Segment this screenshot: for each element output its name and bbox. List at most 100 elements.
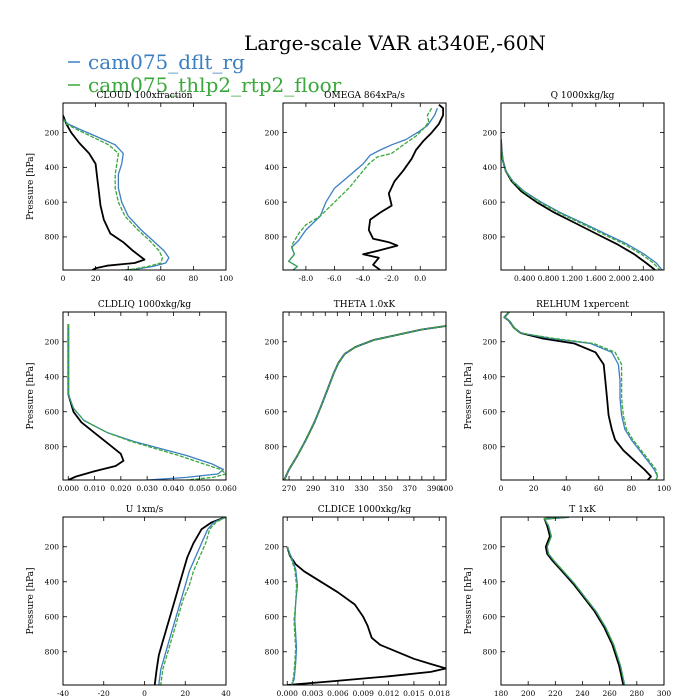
- panel-2-ytick-label: 800: [265, 233, 280, 242]
- panel-7: 200 400 600 800 -40 -20 0 20 40 U 1xm/s Pressure […: [26, 505, 231, 698]
- panel-8-xtick-label: 0.000: [276, 689, 298, 698]
- panel-7-ytick-label: 200: [45, 542, 60, 551]
- panel-1-xtick-label: 100: [219, 274, 234, 283]
- panel-3-xtick-label: 2.000: [609, 274, 631, 283]
- panel-5-frame: [282, 311, 447, 481]
- panel-6-ytick-label: 400: [483, 372, 498, 381]
- panel-4-series-2-line: [67, 324, 225, 480]
- panel-6-title: RELHUM 1xpercent: [536, 300, 629, 310]
- panel-8-xtick-label: 0.015: [403, 689, 425, 698]
- panel-4-xtick-label: 0.050: [189, 484, 211, 493]
- panel-6-series-3-line: [503, 312, 659, 480]
- panel-6-xtick-label: 40: [561, 484, 571, 493]
- panel-4-series-1-line: [67, 324, 125, 480]
- panel-5-xtick-label: 390: [427, 484, 442, 493]
- panel-3-frame: [500, 102, 665, 271]
- panel-2: 200 400 600 800 -8.0 -6.0 -4.0 -2.0 0.0 OMEGA 864…: [265, 91, 447, 283]
- panel-5-xtick-label: 330: [354, 484, 369, 493]
- panel-4: 200 400 600 800 0.000 0.010 0.020 0.030 0.040 0.0…: [26, 300, 237, 493]
- panel-1-title: CLOUD 100xfraction: [97, 91, 193, 101]
- panel-4-xtick-label: 0.000: [58, 484, 80, 493]
- panel-6-xtick-label: 20: [529, 484, 539, 493]
- legend-label-2: cam075_thlp2_rtp2_floor: [88, 73, 342, 97]
- panel-1-xtick-label: 20: [91, 274, 101, 283]
- panel-3-xtick-label: 1.200: [561, 274, 583, 283]
- panel-5-series-3-line: [283, 325, 446, 480]
- panel-7-title: U 1xm/s: [126, 505, 164, 515]
- panel-4-ytick-label: 400: [45, 372, 60, 381]
- panel-9-frame: [500, 516, 665, 686]
- panel-2-frame: [282, 102, 447, 271]
- panel-9-xtick-label: 260: [603, 689, 618, 698]
- panel-5-series-2-line: [283, 325, 446, 480]
- panel-6-xtick-label: 60: [594, 484, 604, 493]
- panel-2-ytick-label: 600: [265, 198, 280, 207]
- panel-8-title: CLDICE 1000xkg/kg: [318, 505, 412, 515]
- panel-1-xtick-label: 80: [189, 274, 199, 283]
- panel-3-ytick-label: 800: [483, 233, 498, 242]
- panel-6-xtick-label: 80: [627, 484, 637, 493]
- panel-7-ylabel: Pressure [hPa]: [26, 567, 36, 634]
- panel-7-xtick-label: 20: [180, 689, 190, 698]
- panel-4-lines: [67, 324, 226, 480]
- panel-2-lines: [288, 104, 445, 270]
- panel-1-ytick-label: 600: [45, 198, 60, 207]
- panel-2-xtick-label: -6.0: [327, 274, 342, 283]
- panel-3-series-1-line: [501, 139, 656, 270]
- panel-2-xtick-label: -8.0: [299, 274, 314, 283]
- panel-8-lines: [286, 546, 446, 685]
- panel-7-ytick-label: 400: [45, 577, 60, 586]
- panel-1-series-2-line: [63, 118, 170, 270]
- panel-5-ytick-label: 800: [265, 442, 280, 451]
- panel-5-xtick-label: 270: [282, 484, 297, 493]
- panel-8-ytick-label: 200: [265, 542, 280, 551]
- panel-6-lines: [503, 312, 659, 480]
- panel-6-ytick-label: 200: [483, 337, 498, 346]
- panel-6-xtick-label: 100: [657, 484, 672, 493]
- panel-7-xtick-label: 40: [221, 689, 231, 698]
- panel-4-frame: [62, 311, 227, 481]
- panel-8-series-2-line: [286, 546, 299, 685]
- panel-2-series-1-line: [362, 104, 445, 270]
- panel-2-series-2-line: [288, 107, 439, 270]
- panel-9-series-1-line: [543, 517, 625, 685]
- legend-label-1: cam075_dflt_rg: [88, 50, 245, 74]
- panel-9-series-2-line: [543, 517, 626, 685]
- panel-7-xtick-label: -20: [98, 689, 110, 698]
- panel-6-ytick-label: 600: [483, 407, 498, 416]
- panel-5-ytick-label: 200: [265, 337, 280, 346]
- panel-5-xtick-label: 370: [403, 484, 418, 493]
- panel-1-series-3-line: [63, 118, 164, 270]
- panel-1-ytick-label: 800: [45, 233, 60, 242]
- panel-2-ytick-label: 200: [265, 128, 280, 137]
- panel-9-ytick-label: 800: [483, 647, 498, 656]
- panel-1-lines: [63, 114, 170, 270]
- panel-3-xtick-label: 2.400: [633, 274, 655, 283]
- panel-3-ytick-label: 200: [483, 128, 498, 137]
- panel-7-xtick-label: 0: [142, 689, 147, 698]
- panel-7-ytick-label: 600: [45, 612, 60, 621]
- panel-8-frame: [282, 516, 447, 686]
- panel-9-title: T 1xK: [569, 505, 596, 515]
- panel-6: 200 400 600 800 0 20 40 60 80 100 RELHUM 1xpercent…: [464, 300, 671, 493]
- panel-9-ylabel: Pressure [hPa]: [464, 567, 474, 634]
- panel-6-ytick-label: 800: [483, 442, 498, 451]
- panel-9-xtick-label: 240: [575, 689, 590, 698]
- panel-4-ylabel: Pressure [hPa]: [26, 362, 36, 429]
- panel-1-ytick-label: 400: [45, 163, 60, 172]
- panel-8-xtick-label: 0.018: [429, 689, 451, 698]
- panel-7-ytick-label: 800: [45, 647, 60, 656]
- figure-title: Large-scale VAR at340E,-60N: [244, 31, 546, 55]
- panel-5-lines: [283, 325, 446, 480]
- panel-6-xtick-label: 0: [499, 484, 504, 493]
- panel-8-ytick-label: 800: [265, 647, 280, 656]
- panel-7-series-2-line: [158, 517, 226, 685]
- panel-2-xtick-label: -4.0: [356, 274, 371, 283]
- panel-9-xtick-label: 180: [494, 689, 509, 698]
- panel-6-series-1-line: [503, 312, 652, 480]
- panel-6-series-2-line: [503, 312, 659, 480]
- panel-9-ytick-label: 200: [483, 542, 498, 551]
